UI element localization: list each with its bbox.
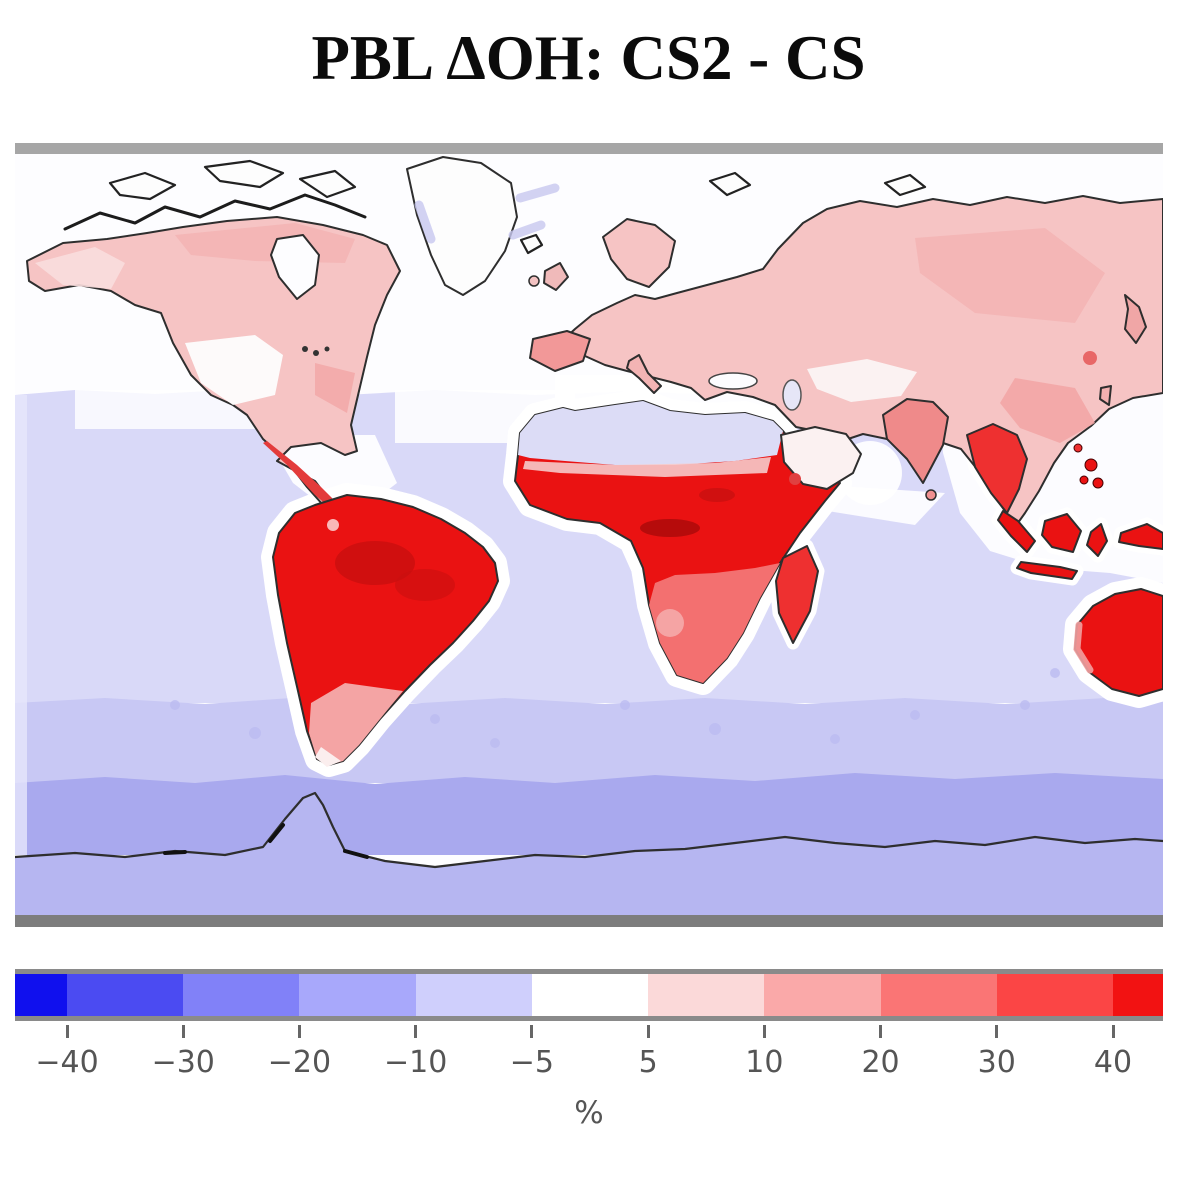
arabia [780,426,862,490]
patagonia-tip-patch [315,747,341,767]
colorbar-tick [414,1025,418,1038]
colorbar-tick-label: −40 [35,1045,99,1080]
colorbar-segment [996,974,1113,1016]
colorbar-segment [183,974,300,1016]
java [1016,561,1078,580]
page-title: PBL ΔOH: CS2 - CS [311,23,866,93]
antarctic-coastline [15,791,1163,869]
colorbar-tick [297,1025,301,1038]
colorbar-tick [879,1025,883,1038]
black-sea [708,372,758,390]
italy [626,354,662,394]
world-map [15,143,1163,927]
colorbar: −40 −30 −20 −10 −5 5 10 20 30 40 % [15,969,1163,1149]
colorbar-segment [531,974,649,1016]
taiwan [1073,443,1083,453]
siberia-patch [915,228,1105,323]
colorbar-tick-label: −5 [509,1045,554,1080]
north-america [26,216,401,522]
arctic-lavender-streaks [414,183,560,244]
ireland [528,275,540,287]
ocean-southern-band1 [15,697,1163,783]
colorbar-unit-label: % [574,1095,604,1131]
colorbar-tick [530,1025,534,1038]
colorbar-tick-label: 5 [638,1045,658,1080]
australia-west-fringe [1073,621,1094,674]
colorbar-segment [764,974,881,1016]
colorbar-segment [880,974,997,1016]
central-asia-pale-patch [807,359,917,402]
southern-africa-patch [649,563,780,683]
map-frame-top [15,143,1163,154]
japan [1124,294,1147,344]
colorbar-tick [181,1025,185,1038]
alaska-patch [35,247,125,289]
sri-lanka [925,489,937,501]
us-west-pale-patch [185,335,283,405]
colorbar-tick [762,1025,766,1038]
colorbar-segment [15,974,67,1016]
colorbar-segment [415,974,532,1016]
greenland [406,156,518,296]
australia [1073,588,1163,697]
hudson-bay [270,234,320,300]
british-isles [543,262,569,291]
ocean-white-nepacific [75,390,255,429]
colorbar-tick-label: −30 [151,1045,215,1080]
yemen-red-spot [789,473,801,485]
colorbar-tick-label: −10 [384,1045,448,1080]
colorbar-segment [299,974,416,1016]
india [882,398,949,484]
caspian-sea [782,379,802,411]
colorbar-bar [15,969,1163,1021]
colorbar-tick [65,1025,69,1038]
korea [1099,385,1112,406]
colorbar-tick-label: 20 [861,1045,900,1080]
sumatra [997,510,1036,553]
ne-china-red-spot [1083,351,1097,365]
new-guinea [1118,523,1163,550]
antarctica [15,793,1163,915]
indochina [966,423,1028,514]
arctic-archipelago [63,159,927,255]
colorbar-segment [67,974,184,1016]
colorbar-tick-label: 30 [977,1045,1016,1080]
great-lakes [302,346,330,356]
eurasia [528,195,1163,528]
colorbar-tick [646,1025,650,1038]
china-patch [1000,378,1095,443]
colorbar-tick [1111,1025,1115,1038]
south-america [272,494,499,767]
sahel-pink-strip [523,457,771,477]
iberia [529,330,591,372]
congo-dark-patch [640,519,700,537]
map-frame-bottom [15,915,1163,927]
colorbar-tick-label: −20 [267,1045,332,1080]
ocean-left-strip [15,395,27,855]
andes-pale-spot [327,519,339,531]
us-east-patch [315,363,355,413]
indonesia [997,510,1163,580]
borneo [1041,513,1082,553]
argentina-pink-patch [309,683,403,765]
brazil-dark-patch [395,569,455,601]
philippines [1079,458,1104,489]
colorbar-segment [1113,974,1163,1016]
madagascar [775,545,819,644]
sulawesi [1086,523,1108,557]
ethiopia-dark-patch [699,488,735,502]
colorbar-tick [995,1025,999,1038]
sahara-patch [518,401,783,465]
amazon-dark-patch [335,541,415,585]
ocean-speckles [170,637,1111,748]
africa [514,400,841,684]
namibia-pale-spot [656,609,684,637]
colorbar-tick-label: 10 [745,1045,784,1080]
ocean-southern-band2 [15,773,1163,855]
antarctic-coast-dashes [163,823,369,859]
colorbar-tick-label: 40 [1093,1045,1133,1080]
colorbar-segment [648,974,765,1016]
scandinavia [602,218,676,288]
